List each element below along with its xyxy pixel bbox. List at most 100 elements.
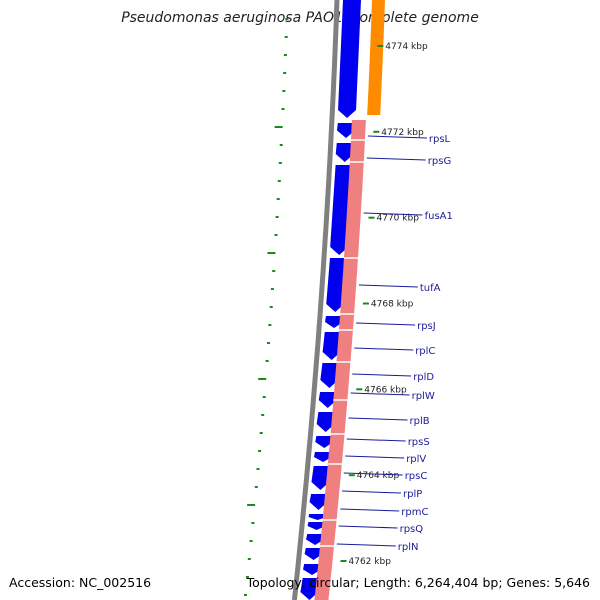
gene-label: rpsC [405,471,428,482]
gc-mark [278,162,282,164]
gc-mark [245,576,249,578]
orf-track [367,0,385,115]
gene-leader [346,438,406,442]
gene-label: rplB [410,416,430,427]
tick-label: 4762 kbp [349,557,392,567]
gc-mark [274,234,278,236]
accession-text: Accession: NC_002516 [9,575,152,590]
gc-mark [269,306,273,308]
gc-mark [247,558,251,560]
gc-mark [267,252,276,254]
gc-mark [274,126,283,128]
cds-feature [304,548,324,560]
gene-leader [336,543,396,547]
cds-feature [325,316,344,328]
gc-mark [285,18,289,20]
genome-summary: Topology: circular; Length: 6,264,404 bp… [246,575,590,590]
gc-mark [277,180,281,182]
orf-feature [367,0,385,115]
gc-mark [284,36,288,38]
tick-mark [362,302,369,305]
gc-mark [261,414,265,416]
gene-label: rplC [415,346,435,357]
gene-label: rplP [403,489,422,500]
gene-leader [340,508,400,512]
gene-label: rpsJ [417,321,436,332]
tick-mark [377,45,384,47]
gene-leader [343,472,403,476]
gc-mark [267,342,270,344]
gc-mark [262,396,266,398]
cds-feature [314,452,333,462]
cds-feature [316,412,337,432]
gene-label: rplW [412,391,435,402]
gc-mark [251,522,255,524]
cds-feature [307,522,327,530]
gene-leader [358,284,418,288]
gc-mark [272,270,276,272]
tick-mark [368,216,375,219]
cds-feature [338,0,361,118]
rna-track [314,120,366,600]
gene-leader [338,525,398,529]
gc-mark [283,72,287,74]
gene-label: rpsS [408,437,430,448]
gc-mark [283,54,287,56]
gc-mark [254,486,258,488]
cds-feature [318,392,339,408]
cds-feature [303,564,323,575]
gene-label: fusA1 [425,211,453,222]
gc-mark [256,468,260,470]
gene-label: rplV [406,454,426,465]
gc-mark [279,144,283,146]
gene-labels: rpsL rpsG fusA1 tufA rpsJ rplC rplD rplW rplB rps… [336,134,453,553]
gene-leader [348,417,408,421]
gc-mark [276,198,280,200]
cds-feature [315,436,335,448]
cds-feature [335,143,355,162]
tick-label: 4768 kbp [371,300,414,310]
gene-label: tufA [420,283,441,294]
gc-skew-track [244,18,289,596]
tick-mark [373,130,380,133]
gc-mark [281,108,285,110]
tick-label: 4770 kbp [377,214,420,224]
gene-label: rpsL [429,134,451,145]
reverse-strand-feature [314,120,366,600]
gene-leader [363,212,423,216]
tick-label: 4772 kbp [381,128,424,138]
gene-label: rpmC [401,507,428,518]
gene-label: rplD [413,372,434,383]
gene-leader [354,347,414,351]
gene-leader [356,322,416,326]
gc-mark [249,540,253,542]
gene-leader [341,490,401,494]
gene-leader [345,455,405,459]
tick-mark [340,560,347,562]
cds-feature [309,494,330,510]
tick-label: 4766 kbp [364,385,407,395]
gc-mark [258,378,267,380]
tick-label: 4764 kbp [357,471,400,481]
cds-feature [306,534,326,545]
gc-mark [247,504,256,506]
gc-mark [258,450,262,452]
gc-mark [275,216,279,218]
gene-leader [366,157,426,161]
tick-label: 4774 kbp [385,42,428,52]
gc-mark [282,90,286,92]
gene-label: rpsQ [400,524,424,535]
gc-mark [265,360,269,362]
gene-label: rpsG [428,156,451,167]
tick-mark [348,474,355,477]
gene-label: rplN [398,542,419,553]
gc-mark [268,324,272,326]
gc-mark [270,288,274,290]
tick-mark [356,388,363,391]
cds-feature [337,123,356,138]
cds-feature [300,578,321,600]
tick-track: 4774 kbp 4772 kbp 4770 kbp 4768 kbp 4766 kbp… [340,42,428,567]
cds-feature [308,514,328,520]
gc-mark [244,594,247,596]
